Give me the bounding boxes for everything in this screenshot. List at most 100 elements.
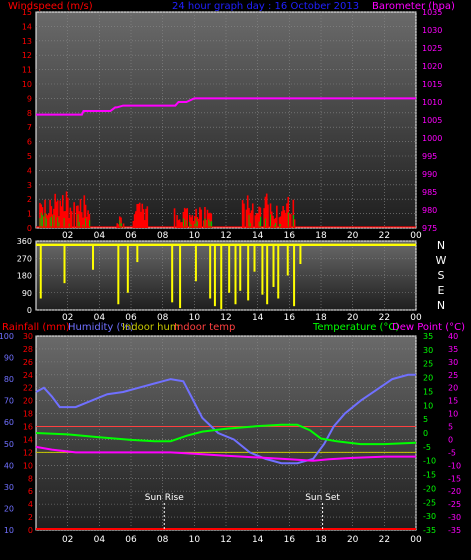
wind-bar [86,216,88,228]
x-tick-label: 14 [252,535,264,545]
direction-tick-label: 90 [22,289,32,298]
wind-bar [197,218,200,228]
barometer-series-line [36,97,416,116]
x-tick-label: 10 [189,313,201,323]
x-tick-label: 20 [347,231,359,241]
x-tick-label: 18 [315,535,327,545]
wind-x-axis: 02 04 06 08 10 12 14 16 18 20 22 00 [62,231,422,241]
wind-tick-label: 9 [27,94,32,103]
wind-bar [185,209,187,228]
barometer-tick-label: 1025 [422,44,442,53]
humidity-series-line [35,373,416,465]
barometer-axis-title: Barometer (hpa) [372,1,455,12]
wind-bar [209,212,211,228]
gust-bar [196,221,199,228]
wind-bar [274,217,277,228]
gust-bar [40,212,43,228]
wind-bar [286,203,288,228]
wind-bar [65,191,68,228]
gust-bar [185,219,187,228]
wind-bar [287,196,290,228]
rainfall-tick-label: 18 [23,410,33,419]
wind-bar [254,215,257,228]
wind-bar [135,211,137,228]
wind-bar [205,220,208,228]
wind-bar [191,215,194,228]
x-tick-label: 08 [157,231,169,241]
gust-bar [39,218,41,228]
temperature-tick-label: -20 [423,484,436,493]
wind-bar [284,212,287,228]
gust-bar [85,218,87,228]
x-tick-label: 16 [284,313,296,323]
wind-bar [59,200,62,228]
rainfall-tick-label: 14 [23,435,33,444]
wind-bar [245,209,248,228]
humidity-tick-label: 60 [4,418,14,427]
gust-bar [49,217,51,228]
gust-bar [204,218,206,228]
x-tick-label: 08 [157,313,169,323]
indoor-tick-label: 5 [448,423,453,432]
x-tick-label: 06 [125,313,137,323]
wind-bar [200,209,202,228]
gust-bar [275,222,277,228]
gust-bar [45,218,48,228]
wind-bar [146,206,149,228]
barometer-right-axis: 975 980 985 990 995 1000 1005 1010 1015 1020 1025 1… [422,8,442,233]
gust-bar [44,213,46,228]
indoor-temp-axis: -35 -30 -25 -20 -15 -10 -5 0 5 10 15 20 25 30 35 40 [448,332,461,535]
temperature-tick-label: 25 [423,360,433,369]
wind-bar [54,193,56,228]
rainfall-tick-label: 26 [23,358,33,367]
wind-tick-label: 6 [27,138,32,147]
x-tick-label: 04 [94,313,106,323]
gust-bar [248,214,250,228]
wind-bar [250,210,253,228]
wind-tick-label: 5 [27,152,32,161]
wind-bar [70,211,73,228]
indoor-tick-label: 20 [448,384,458,393]
dewpoint-series-line [35,445,416,462]
x-tick-label: 20 [347,313,359,323]
barometer-tick-label: 1020 [422,62,442,71]
wind-bar [283,210,286,228]
wind-bar [140,211,142,228]
indoor-tick-label: 0 [448,435,453,444]
humidity-tick-label: 70 [4,397,14,406]
wind-tick-label: 11 [22,66,32,75]
temperature-tick-label: -15 [423,471,436,480]
indoor-tick-label: 30 [448,358,458,367]
compass-label: S [438,269,445,282]
gust-bar [57,217,59,228]
gust-bar [190,224,192,228]
wind-bar [39,202,41,228]
wind-tick-label: 1 [27,210,32,219]
wind-bar [194,216,196,228]
wind-tick-label: 13 [22,37,32,46]
wind-bar [64,211,67,228]
x-tick-label: 02 [62,535,73,545]
temperature-tick-label: 0 [423,429,428,438]
x-tick-label: 14 [252,231,264,241]
x-tick-label: 06 [125,535,137,545]
x-tick-label: 14 [252,313,264,323]
gust-bar [77,214,79,228]
rainfall-tick-label: 16 [23,423,33,432]
wind-bar [273,219,276,228]
gust-bar [278,224,281,228]
gust-bar [287,212,290,228]
temperature-tick-label: -30 [423,512,436,521]
wind-bar [267,204,269,228]
wind-bar [58,216,60,228]
humidity-tick-label: 40 [4,461,14,470]
gust-bar [210,221,213,228]
wind-bar [133,214,136,228]
compass-label: N [437,239,445,252]
x-tick-label: 02 [62,231,73,241]
barometer-tick-label: 980 [422,206,437,215]
wind-bar [78,211,81,228]
wind-tick-label: 7 [27,123,32,132]
